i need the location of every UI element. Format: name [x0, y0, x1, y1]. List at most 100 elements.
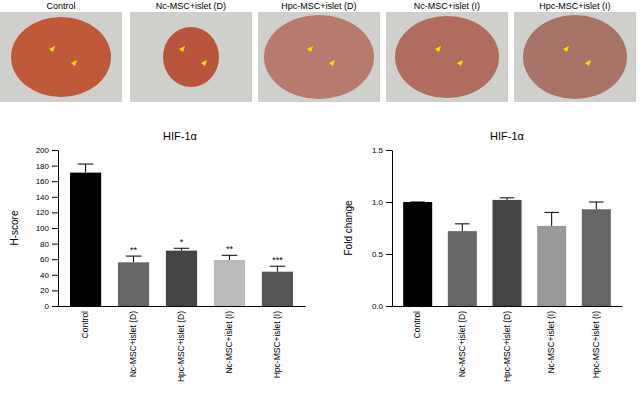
tick: Nc-MSC+islet (D)	[128, 306, 138, 377]
tick: 40	[40, 271, 58, 280]
error-bar	[455, 224, 470, 231]
tick-label: Nc-MSC+islet (D)	[128, 311, 138, 378]
error-cap	[270, 266, 286, 267]
tick-label: 40	[40, 271, 49, 280]
axis-line	[58, 151, 59, 307]
tick-mark	[52, 275, 58, 276]
tick-label: Control	[80, 311, 90, 339]
error-cap	[589, 202, 604, 203]
tick-label: 80	[40, 240, 49, 249]
error-line	[277, 266, 278, 271]
tick: Control	[80, 306, 90, 338]
chart-title: HIF-1α	[163, 130, 198, 142]
error-line	[551, 212, 552, 226]
tick-label: 0.0	[372, 302, 384, 311]
panel-title: Control	[46, 1, 75, 11]
arrow	[307, 46, 313, 52]
error-cap	[544, 212, 559, 213]
tick-mark	[386, 150, 392, 151]
tick-label: 120	[36, 208, 50, 217]
bar	[492, 200, 521, 306]
plot-area	[70, 164, 293, 306]
error-bar	[410, 202, 425, 203]
error-line	[133, 256, 134, 262]
bar	[582, 209, 611, 306]
axis-line	[59, 306, 306, 307]
axis-line	[392, 151, 393, 307]
arrow	[585, 60, 591, 66]
tick-mark	[52, 228, 58, 229]
tick: Nc-MSC+islet (D)	[457, 306, 467, 377]
tick: 180	[36, 162, 58, 171]
tick: 140	[36, 193, 58, 202]
tick-label: 140	[36, 193, 50, 202]
tick: 120	[36, 208, 58, 217]
arrow	[435, 46, 441, 52]
tick: Hpc-MSC+islet (D)	[176, 306, 186, 382]
tick-label: Control	[412, 311, 422, 339]
tick: 1.5	[372, 146, 392, 155]
tick: Hpc-MSC+islet (I)	[272, 306, 282, 378]
error-bar	[174, 248, 190, 250]
tick-label: 160	[36, 177, 50, 186]
tick-label: Hpc-MSC+islet (D)	[502, 311, 512, 382]
tick-mark	[52, 244, 58, 245]
arrow	[457, 60, 463, 66]
panel-title: Hpc-MSC+islet (I)	[539, 1, 610, 11]
bar	[403, 202, 432, 306]
tick-mark	[386, 254, 392, 255]
tick-mark	[52, 290, 58, 291]
error-line	[229, 255, 230, 260]
tick-label: Hpc-MSC+islet (D)	[176, 311, 186, 382]
arrow	[201, 60, 207, 66]
tick-label: 60	[40, 255, 49, 264]
error-bar	[544, 212, 559, 226]
tick-label: 0.5	[372, 250, 384, 259]
tick-label: 100	[36, 224, 50, 233]
tick-label: 20	[40, 286, 49, 295]
tick-mark	[52, 166, 58, 167]
y-axis: 0 20 40 60 80 100 120 140 160 180 200	[36, 146, 59, 311]
tick-mark	[386, 202, 392, 203]
bar	[118, 262, 149, 306]
error-cap	[174, 248, 190, 249]
bar	[262, 272, 293, 306]
micrograph	[258, 12, 380, 102]
panel-title: Hpc-MSC+islet (D)	[281, 1, 356, 11]
tick-label: Hpc-MSC+islet (I)	[591, 311, 601, 378]
error-line	[462, 224, 463, 231]
error-bar	[222, 255, 238, 260]
bar	[166, 251, 197, 306]
figure: Control Nc-MSC+islet (D) Hpc-MSC+islet (D)…	[0, 0, 640, 397]
bar	[70, 173, 101, 306]
error-bar	[589, 202, 604, 209]
tick-label: 200	[36, 146, 50, 155]
tick-mark	[386, 306, 392, 307]
tick-mark	[52, 259, 58, 260]
error-cap	[222, 255, 238, 256]
tick-label: 1.0	[372, 198, 384, 207]
axis-line	[393, 306, 623, 307]
tick-label: Nc-MSC+islet (D)	[457, 311, 467, 378]
micrograph	[514, 12, 636, 102]
error-cap	[455, 223, 470, 224]
axis-title: Fold change	[343, 200, 354, 255]
micrograph	[0, 12, 122, 102]
tick: 60	[40, 255, 58, 264]
micrograph	[386, 12, 508, 102]
axis-title: H-score	[9, 210, 20, 245]
significance: *	[180, 237, 184, 247]
error-bar	[126, 256, 142, 262]
arrow	[329, 60, 335, 66]
tick-label: 0	[45, 302, 50, 311]
tick: 80	[40, 240, 58, 249]
tick-label: Nc-MSC+islet (I)	[224, 311, 234, 374]
error-cap	[126, 256, 142, 257]
micrograph-panel	[0, 12, 122, 102]
significance: ***	[272, 255, 283, 265]
error-line	[85, 164, 86, 173]
tick-label: 180	[36, 162, 50, 171]
tick: Hpc-MSC+islet (I)	[591, 306, 601, 378]
error-bar	[78, 164, 94, 173]
tick: 200	[36, 146, 58, 155]
